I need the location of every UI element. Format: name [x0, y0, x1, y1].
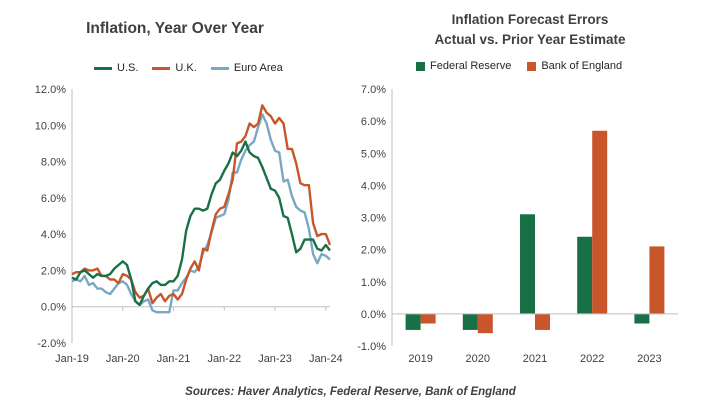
x-tick-label: Jan-23: [258, 353, 292, 365]
legend-swatch-boe: [527, 61, 537, 71]
x-tick-label: Jan-21: [157, 353, 191, 365]
y-tick-label: -2.0%: [37, 338, 66, 350]
bar-fed: [405, 313, 421, 330]
x-tick-label: Jan-19: [55, 353, 89, 365]
legend-item-euro: Euro Area: [210, 62, 283, 74]
series-line-uk: [71, 104, 332, 305]
legend-swatch-us: [94, 66, 112, 70]
left-chart-legend: U.S. U.K. Euro Area: [94, 62, 283, 74]
legend-label-us: U.S.: [117, 62, 139, 74]
y-tick-label: 2.0%: [41, 265, 66, 277]
y-tick-label: 6.0%: [41, 193, 66, 205]
bar-category-label: 2020: [466, 353, 490, 365]
legend-label-euro: Euro Area: [233, 62, 283, 74]
bar-fed: [462, 313, 478, 330]
legend-item-uk: U.K.: [152, 62, 197, 74]
left-chart-title: Inflation, Year Over Year: [86, 20, 264, 37]
bar-boe: [477, 313, 493, 334]
bar-y-tick-label: 3.0%: [361, 213, 386, 225]
bar-boe: [420, 313, 436, 324]
bar-y-tick-label: -1.0%: [357, 341, 386, 353]
bar-y-tick-label: 1.0%: [361, 277, 386, 289]
x-tick-label: Jan-24: [309, 353, 343, 365]
legend-label-boe: Bank of England: [541, 60, 623, 72]
right-bar-chart: -1.0% 0.0% 1.0% 2.0% 3.0% 4.0% 5.0% 6.0% 7.0% 201…: [357, 84, 678, 365]
legend-swatch-euro: [210, 66, 229, 70]
series-line-us: [71, 140, 331, 307]
bar-y-tick-label: 7.0%: [361, 84, 386, 96]
bar-boe: [649, 246, 665, 314]
bar-category-label: 2022: [580, 353, 604, 365]
bar-fed: [634, 313, 650, 324]
y-tick-label: 8.0%: [41, 157, 66, 169]
series-line-euro: [71, 113, 331, 314]
legend-item-us: U.S.: [94, 62, 138, 74]
legend-item-fed: Federal Reserve: [416, 60, 511, 72]
legend-swatch-fed: [416, 61, 425, 71]
y-tick-label: 12.0%: [35, 84, 66, 96]
y-tick-label: 4.0%: [41, 229, 66, 241]
y-tick-label: 10.0%: [35, 120, 66, 132]
bar-y-tick-label: 6.0%: [361, 116, 386, 128]
bar-category-label: 2023: [637, 353, 661, 365]
bar-category-label: 2019: [408, 353, 432, 365]
bar-boe: [592, 130, 608, 314]
bar-y-tick-label: 0.0%: [361, 309, 386, 321]
bar-category-label: 2021: [523, 353, 547, 365]
legend-item-boe: Bank of England: [527, 60, 622, 72]
y-tick-label: 0.0%: [41, 302, 66, 314]
source-note: Sources: Haver Analytics, Federal Reserv…: [185, 386, 516, 398]
bar-fed: [577, 236, 593, 314]
legend-label-fed: Federal Reserve: [430, 60, 512, 72]
bar-boe: [535, 313, 550, 330]
legend-label-uk: U.K.: [175, 62, 197, 74]
right-chart-legend: Federal Reserve Bank of England: [416, 60, 622, 72]
right-chart-subtitle: Actual vs. Prior Year Estimate: [434, 32, 626, 47]
bar-fed: [520, 214, 535, 314]
x-tick-label: Jan-20: [106, 353, 140, 365]
x-tick-label: Jan-22: [207, 353, 241, 365]
bar-y-tick-label: 4.0%: [361, 180, 386, 192]
bar-y-tick-label: 2.0%: [361, 245, 386, 257]
bar-y-tick-label: 5.0%: [361, 148, 386, 160]
right-chart-title: Inflation Forecast Errors: [451, 12, 609, 27]
left-line-chart: -2.0% 0.0% 2.0% 4.0% 6.0% 8.0% 10.0% 12.0% Jan-1…: [35, 84, 343, 365]
legend-swatch-uk: [152, 66, 171, 70]
